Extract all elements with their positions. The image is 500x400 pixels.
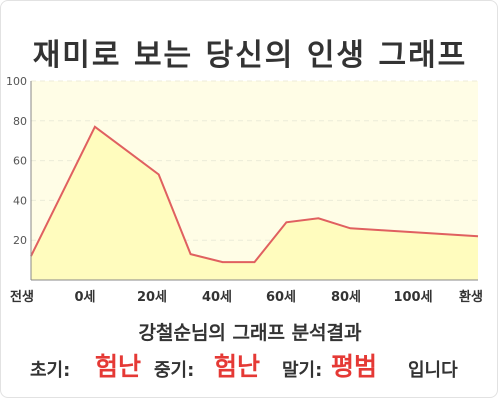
x-tick-label: 60세 xyxy=(266,290,296,305)
page-title: 재미로 보는 당신의 인생 그래프 xyxy=(32,38,468,73)
analysis-result: 초기: 험난 중기: 험난 말기: 평범 입니다 xyxy=(0,346,500,382)
y-tick-label: 40 xyxy=(13,194,27,207)
late-value: 평범 xyxy=(331,352,378,381)
result-suffix: 입니다 xyxy=(408,360,458,381)
early-label: 초기: xyxy=(30,360,71,381)
x-tick-label: 80세 xyxy=(331,290,361,305)
x-tick-label: 0세 xyxy=(74,290,95,305)
area-fill xyxy=(31,126,478,280)
y-tick-label: 100 xyxy=(6,75,27,88)
x-tick-label: 100세 xyxy=(393,290,432,305)
x-tick-labels: 전생 0세 20세 40세 60세 80세 100세 환생 xyxy=(10,289,483,305)
y-tick-label: 80 xyxy=(13,115,27,128)
series-line xyxy=(30,125,479,264)
axes xyxy=(30,81,478,281)
y-tick-label: 60 xyxy=(13,155,27,168)
y-tick-label: 20 xyxy=(13,234,27,247)
mid-value: 험난 xyxy=(214,352,261,381)
x-tick-label: 20세 xyxy=(137,290,167,305)
mid-label: 중기: xyxy=(154,360,195,381)
late-label: 말기: xyxy=(282,360,323,381)
y-tick-labels: 20 40 60 80 100 xyxy=(6,75,27,247)
analysis-subtitle: 강철순님의 그래프 분석결과 xyxy=(138,322,362,344)
x-tick-label: 40세 xyxy=(202,290,232,305)
x-tick-label: 전생 xyxy=(10,289,34,305)
early-value: 험난 xyxy=(95,352,142,381)
x-tick-label: 환생 xyxy=(459,289,483,305)
